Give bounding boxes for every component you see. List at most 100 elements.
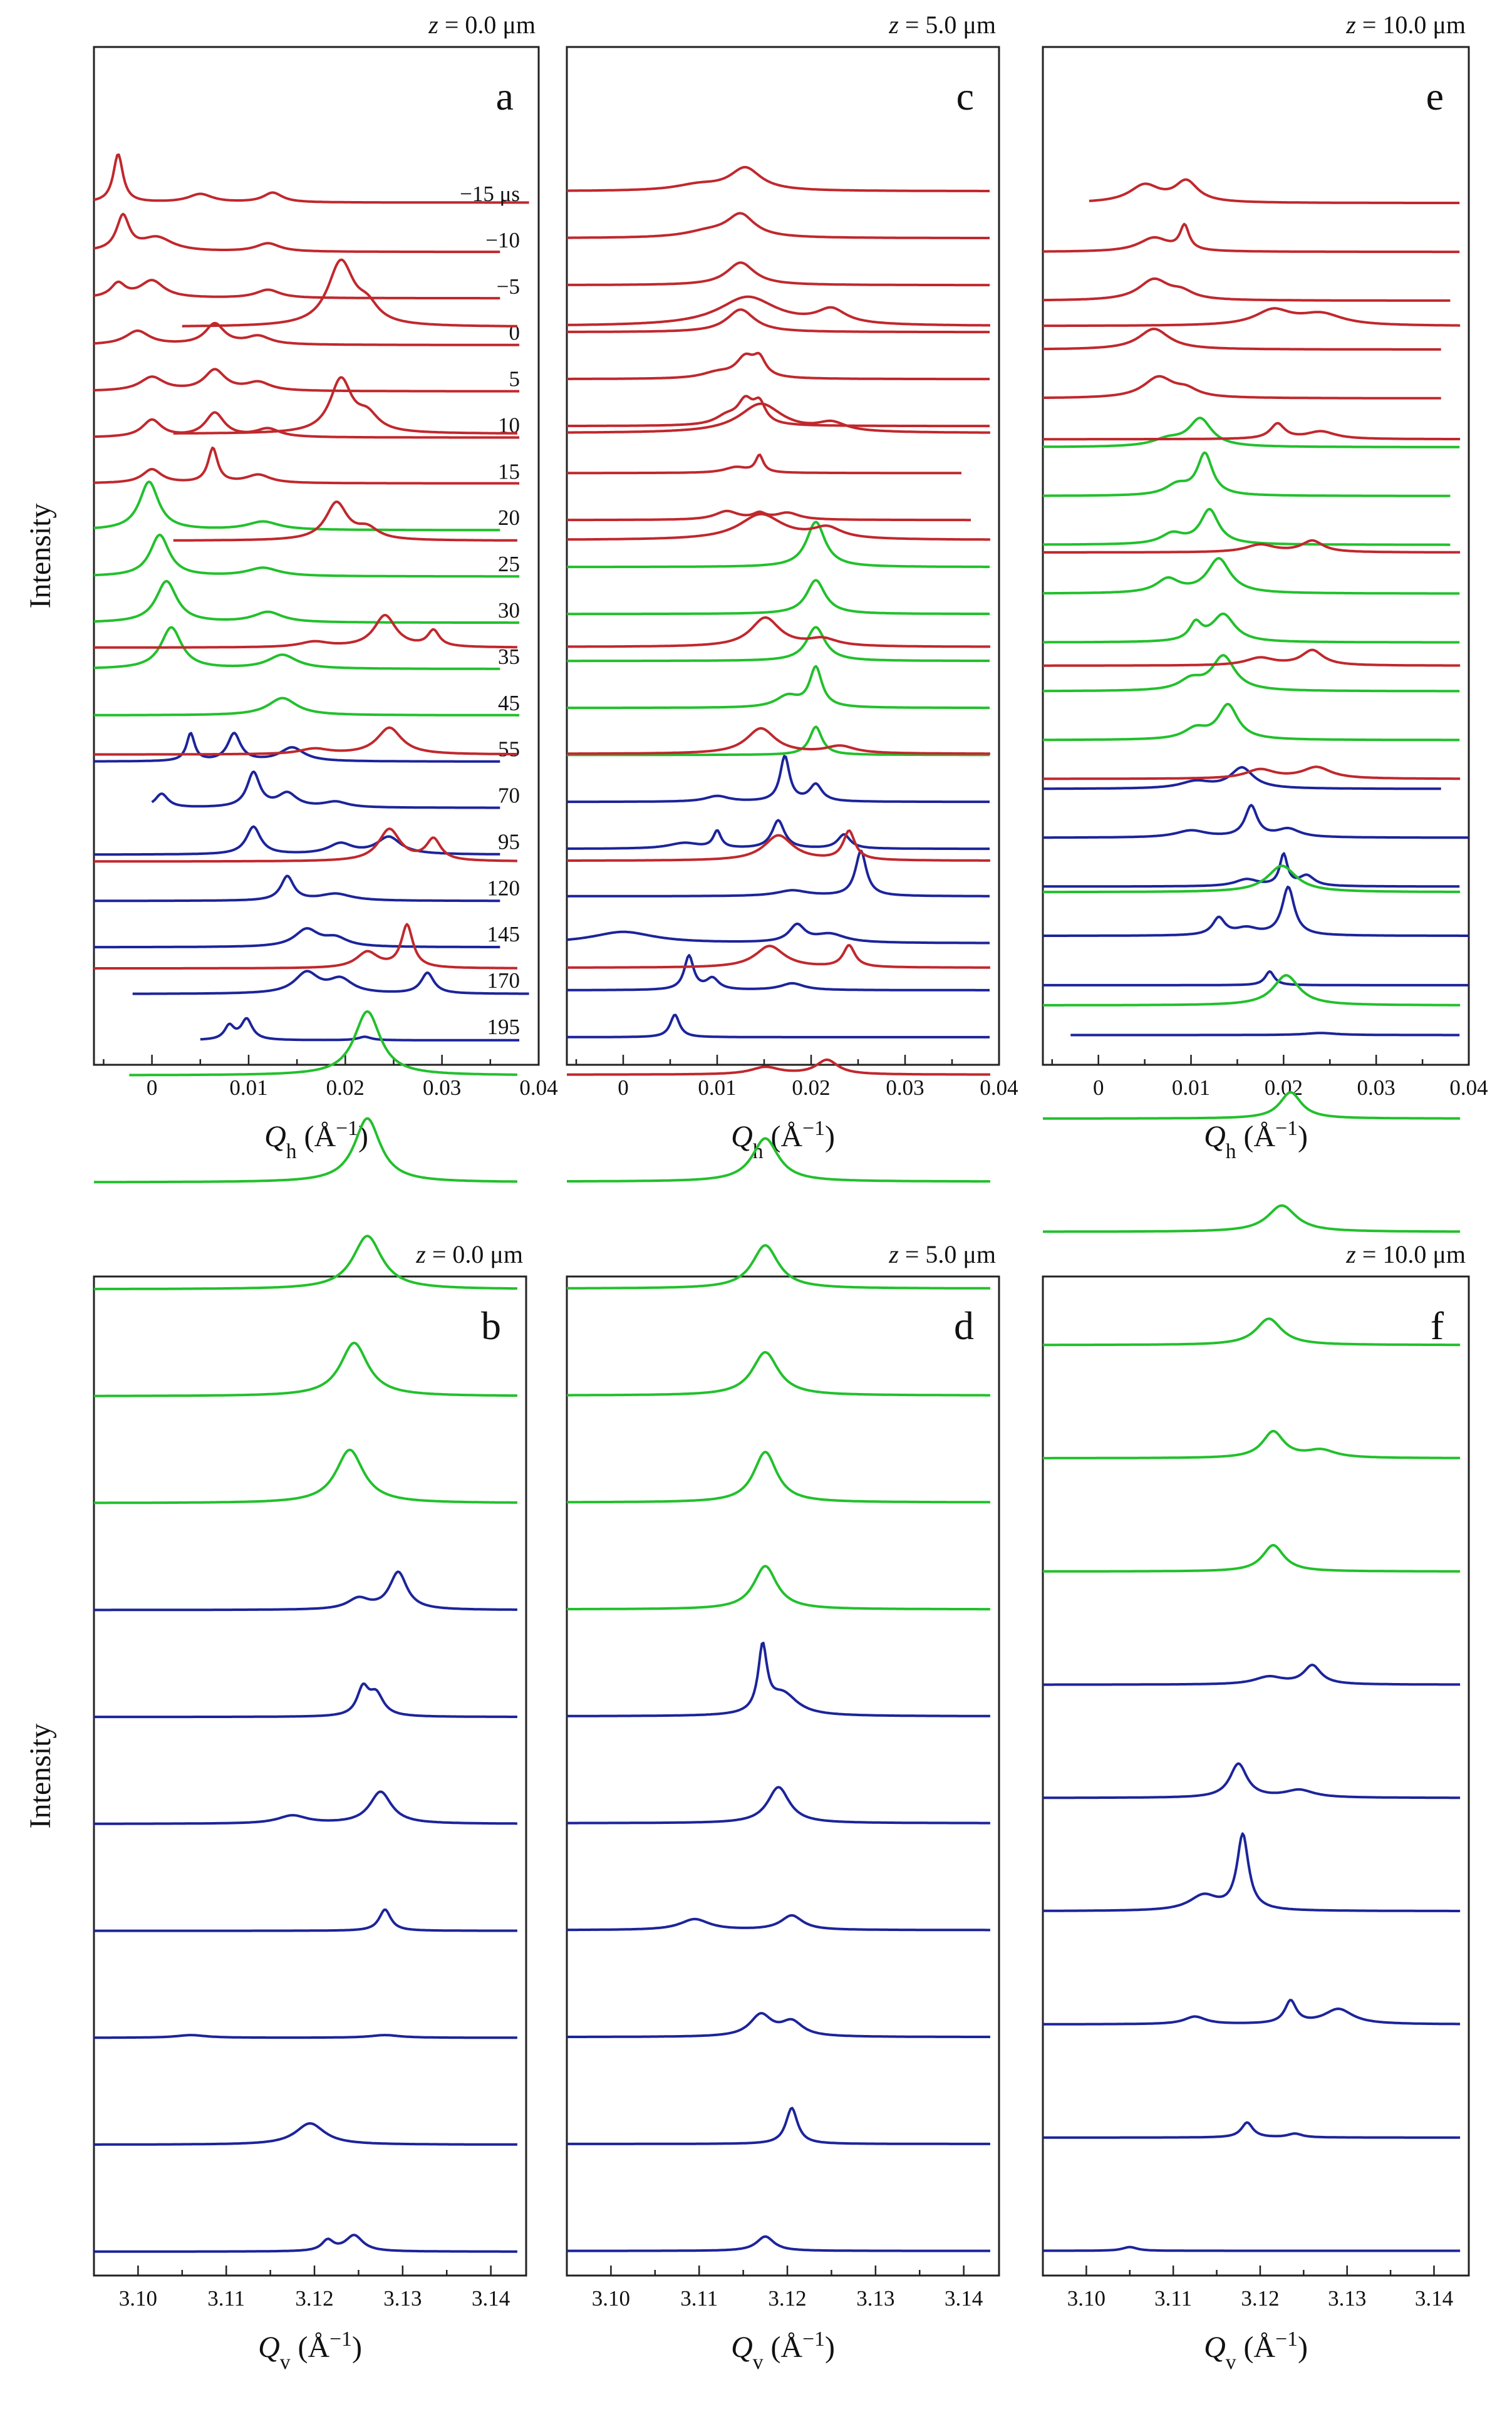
series-c-55 bbox=[567, 725, 990, 757]
series-f-170 bbox=[1043, 2245, 1461, 2252]
series-c-45 bbox=[567, 665, 990, 710]
time-label-0: 0 bbox=[509, 321, 520, 345]
tick-label-d-3.13: 3.13 bbox=[856, 2286, 894, 2311]
series-d-10 bbox=[567, 829, 990, 862]
tick-label-c-0.02: 0.02 bbox=[792, 1075, 830, 1100]
series-a-30 bbox=[94, 579, 520, 624]
tick-label-c-0.03: 0.03 bbox=[886, 1075, 924, 1100]
panel-b: 3.10 3.11 3.12 3.13 3.14 b z = 0.0 μm Qv (Å−1) I… bbox=[24, 258, 527, 2374]
series-c-15 bbox=[567, 453, 961, 475]
x-axis-label-d: Qv (Å−1) bbox=[731, 2328, 835, 2374]
series-c-5 bbox=[567, 351, 990, 381]
series-b-35 bbox=[94, 1342, 517, 1397]
series-f-−5 bbox=[1043, 539, 1461, 554]
series-d-20 bbox=[567, 1058, 990, 1076]
z-label-b: z = 0.0 μm bbox=[415, 1240, 523, 1268]
series-c-170 bbox=[567, 954, 990, 992]
series-a-0 bbox=[93, 321, 520, 346]
series-a-−10 bbox=[93, 212, 500, 254]
series-b-195 bbox=[94, 2234, 517, 2253]
series-f-70 bbox=[1043, 1762, 1461, 1800]
series-e-70 bbox=[1043, 804, 1469, 839]
series-a-−5 bbox=[93, 279, 500, 300]
series-a-145 bbox=[94, 927, 500, 949]
x-axis-label-e: Qh (Å−1) bbox=[1204, 1117, 1308, 1163]
series-c-0 bbox=[567, 308, 990, 334]
tick-label-c-0: 0 bbox=[618, 1075, 629, 1100]
time-label-−10: −10 bbox=[485, 228, 520, 252]
panel-letter-a: a bbox=[496, 74, 514, 118]
series-b-−10 bbox=[173, 376, 517, 435]
series-b-145 bbox=[94, 2034, 517, 2039]
tick-label-e-0.04: 0.04 bbox=[1449, 1075, 1488, 1100]
series-d-0 bbox=[567, 616, 990, 648]
y-axis-label-a: Intensity bbox=[24, 504, 57, 609]
series-b-120 bbox=[94, 1908, 517, 1932]
series-e-30 bbox=[1043, 612, 1460, 644]
time-label-55: 55 bbox=[498, 737, 520, 762]
series-e-45 bbox=[1043, 703, 1460, 742]
series-e-0 bbox=[1042, 328, 1441, 351]
series-b-5 bbox=[94, 726, 517, 756]
series-a-70 bbox=[151, 770, 500, 809]
series-f-45 bbox=[1043, 1544, 1461, 1573]
time-label-−5: −5 bbox=[497, 274, 520, 299]
plot-frame-a bbox=[93, 46, 540, 1066]
z-label-f: z = 10.0 μm bbox=[1345, 1240, 1466, 1268]
series-b-170 bbox=[94, 2122, 517, 2146]
series-f-95 bbox=[1043, 1832, 1461, 1912]
series-e-−5 bbox=[1043, 277, 1451, 302]
series-d-55 bbox=[567, 1565, 990, 1611]
time-label-5: 5 bbox=[509, 367, 520, 391]
series-c-10 bbox=[567, 395, 990, 428]
series-a-−15 μs bbox=[93, 153, 529, 204]
series-b-95 bbox=[94, 1790, 517, 1825]
series-a-20 bbox=[93, 480, 500, 532]
tick-label-b-3.12: 3.12 bbox=[295, 2286, 333, 2311]
series-d-25 bbox=[567, 1137, 990, 1183]
series-b-0 bbox=[94, 614, 517, 649]
series-c-−10 bbox=[567, 212, 990, 239]
series-b-15 bbox=[94, 923, 517, 970]
plot-frame-d bbox=[566, 1275, 1000, 2277]
series-c-120 bbox=[567, 849, 990, 898]
tick-label-f-3.12: 3.12 bbox=[1241, 2286, 1279, 2311]
series-a-195 bbox=[200, 1017, 520, 1042]
time-label-15: 15 bbox=[498, 459, 520, 484]
x-axis-label-c: Qh (Å−1) bbox=[731, 1117, 835, 1163]
series-d-95 bbox=[567, 1786, 990, 1825]
series-e-15 bbox=[1043, 451, 1451, 497]
tick-label-a-0.03: 0.03 bbox=[423, 1075, 461, 1100]
series-c-30 bbox=[567, 579, 990, 616]
panel-a: 0 0.01 0.02 0.03 0.04−15 μs−10−5051015202530… bbox=[24, 11, 558, 1163]
tick-label-b-3.11: 3.11 bbox=[207, 2286, 245, 2311]
series-d-145 bbox=[567, 2012, 990, 2038]
tick-label-e-0.03: 0.03 bbox=[1357, 1075, 1395, 1100]
series-d-45 bbox=[567, 1451, 990, 1504]
tick-label-d-3.14: 3.14 bbox=[945, 2286, 983, 2311]
tick-label-d-3.11: 3.11 bbox=[680, 2286, 718, 2311]
series-f-30 bbox=[1043, 1317, 1461, 1347]
series-c-195 bbox=[566, 1013, 990, 1038]
tick-label-b-3.10: 3.10 bbox=[119, 2286, 157, 2311]
series-f-20 bbox=[1043, 1090, 1461, 1120]
tick-label-f-3.13: 3.13 bbox=[1328, 2286, 1366, 2311]
time-label-20: 20 bbox=[498, 505, 520, 530]
z-label-d: z = 5.0 μm bbox=[888, 1240, 996, 1268]
series-e-55 bbox=[1043, 766, 1441, 790]
series-b-30 bbox=[94, 1235, 517, 1290]
series-c-70 bbox=[567, 755, 990, 804]
series-c-145 bbox=[566, 922, 990, 945]
time-label-45: 45 bbox=[498, 691, 520, 715]
series-f-5 bbox=[1043, 765, 1461, 780]
series-a-5 bbox=[94, 368, 520, 393]
series-e-145 bbox=[1043, 970, 1469, 987]
tick-label-b-3.13: 3.13 bbox=[383, 2286, 422, 2311]
series-b-25 bbox=[94, 1117, 517, 1184]
series-e-−15 μs bbox=[1089, 178, 1460, 204]
series-a-55 bbox=[94, 732, 500, 763]
tick-label-a-0.04: 0.04 bbox=[519, 1075, 557, 1100]
series-f-55 bbox=[1043, 1664, 1461, 1686]
series-f-−10 bbox=[1043, 422, 1461, 441]
